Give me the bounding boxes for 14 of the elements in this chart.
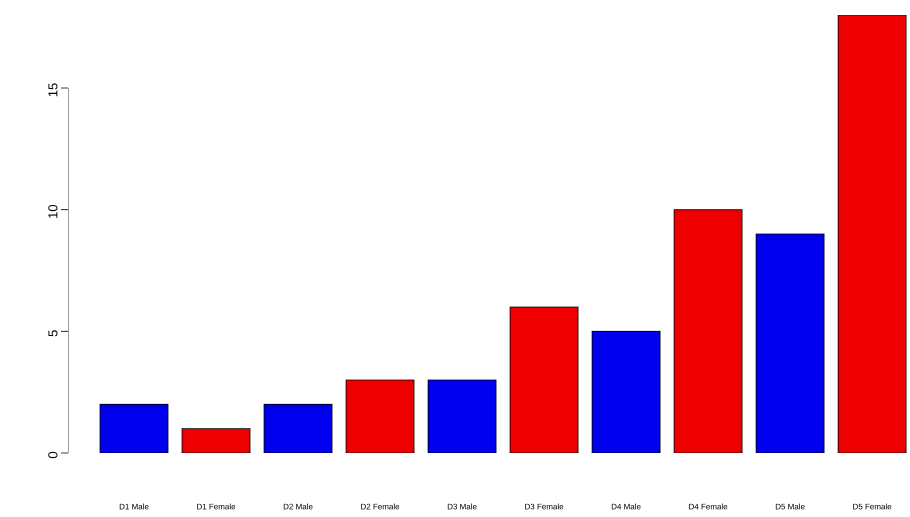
y-tick-label: 0 xyxy=(48,452,58,458)
x-tick-label: D2 Female xyxy=(361,504,400,510)
x-tick-label: D5 Male xyxy=(776,504,805,510)
y-tick-label: 10 xyxy=(48,204,58,218)
x-tick-label: D4 Female xyxy=(689,504,728,510)
x-tick-label: D3 Female xyxy=(525,504,564,510)
x-tick-label: D1 Male xyxy=(120,504,149,510)
x-tick-label: D4 Male xyxy=(612,504,641,510)
y-tick-label: 5 xyxy=(48,330,58,336)
x-tick-label: D2 Male xyxy=(284,504,313,510)
y-tick-label: 15 xyxy=(48,83,58,96)
x-tick-label: D1 Female xyxy=(197,504,236,510)
x-tick-label: D3 Male xyxy=(448,504,477,510)
x-tick-label: D5 Female xyxy=(853,504,892,510)
